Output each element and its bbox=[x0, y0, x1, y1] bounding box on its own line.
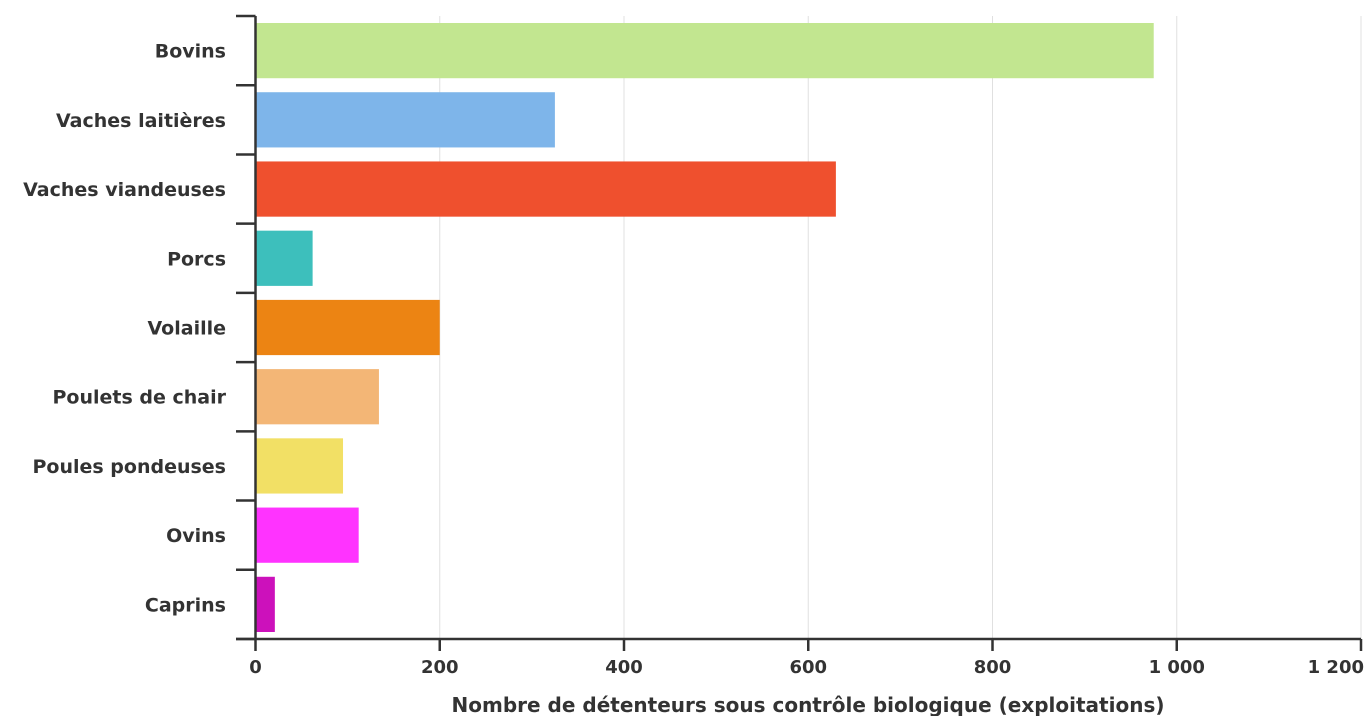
x-tick-label: 400 bbox=[605, 657, 643, 678]
bars bbox=[255, 23, 1154, 632]
bar-vaches-laiti-res bbox=[255, 92, 555, 148]
axes bbox=[236, 14, 1363, 651]
category-label: Volaille bbox=[148, 318, 226, 340]
category-labels: Bovins Vaches laitières Vaches viandeuses P… bbox=[23, 41, 226, 617]
x-tick-label: 1 000 bbox=[1149, 657, 1205, 678]
category-label: Porcs bbox=[167, 248, 226, 270]
gridlines bbox=[439, 16, 1362, 639]
x-tick-label: 0 bbox=[249, 657, 262, 678]
bar-ovins bbox=[255, 507, 359, 563]
category-label: Vaches laitières bbox=[56, 110, 226, 132]
tick-labels: 0 200 400 600 800 1 000 1 200 bbox=[249, 657, 1364, 678]
bar-caprins bbox=[255, 576, 275, 632]
category-label: Bovins bbox=[155, 41, 226, 63]
category-label: Caprins bbox=[145, 594, 226, 616]
x-tick-label: 1 200 bbox=[1308, 657, 1364, 678]
category-label: Ovins bbox=[166, 525, 226, 547]
x-tick-label: 800 bbox=[974, 657, 1012, 678]
category-label: Poulets de chair bbox=[52, 387, 226, 409]
x-tick-label: 200 bbox=[421, 657, 459, 678]
category-label: Vaches viandeuses bbox=[23, 179, 226, 201]
bar-bovins bbox=[255, 23, 1154, 79]
bar-poules-pondeuses bbox=[255, 438, 344, 494]
category-label: Poules pondeuses bbox=[32, 456, 226, 478]
x-axis-title: Nombre de détenteurs sous contrôle biolo… bbox=[452, 693, 1165, 716]
x-tick-label: 600 bbox=[789, 657, 827, 678]
bar-volaille bbox=[255, 299, 440, 356]
bar-vaches-viandeuses bbox=[255, 161, 836, 217]
bar-porcs bbox=[255, 230, 313, 286]
bar-poulets-de-chair bbox=[255, 369, 379, 425]
